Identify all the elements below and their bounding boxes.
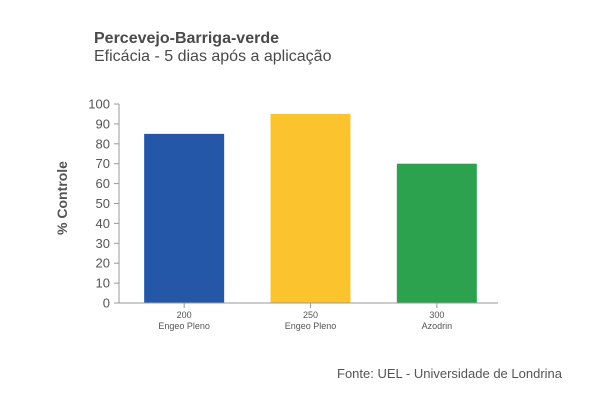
chart-subtitle: Eficácia - 5 dias após a aplicação <box>94 48 332 65</box>
bars <box>144 113 477 303</box>
y-tick-label: 100 <box>88 97 110 112</box>
y-tick-label: 90 <box>96 116 110 131</box>
x-category-sublabel: Engeo Pleno <box>285 321 337 331</box>
y-tick-label: 50 <box>96 196 110 211</box>
y-tick-label: 70 <box>96 156 110 171</box>
y-tick-label: 30 <box>96 236 110 251</box>
x-category-label: 250 <box>303 310 318 320</box>
y-tick-label: 20 <box>96 256 110 271</box>
y-tick-label: 60 <box>96 176 110 191</box>
x-category-sublabel: Engeo Pleno <box>158 321 210 331</box>
x-category-sublabel: Azodrin <box>422 321 453 331</box>
y-axis-ticks: 0 10 20 30 40 50 60 70 80 90 100 <box>88 97 119 311</box>
y-tick-label: 40 <box>96 216 110 231</box>
y-tick-label: 10 <box>96 276 110 291</box>
bar-0 <box>144 133 225 303</box>
bar-1 <box>270 113 351 303</box>
x-category-label: 300 <box>429 310 444 320</box>
bar-2 <box>396 163 477 303</box>
y-tick-label: 0 <box>103 296 110 311</box>
x-category-label: 200 <box>177 310 192 320</box>
chart-title: Percevejo-Barriga-verde <box>94 30 279 47</box>
source-note: Fonte: UEL - Universidade de Londrina <box>337 366 562 381</box>
y-tick-label: 80 <box>96 136 110 151</box>
